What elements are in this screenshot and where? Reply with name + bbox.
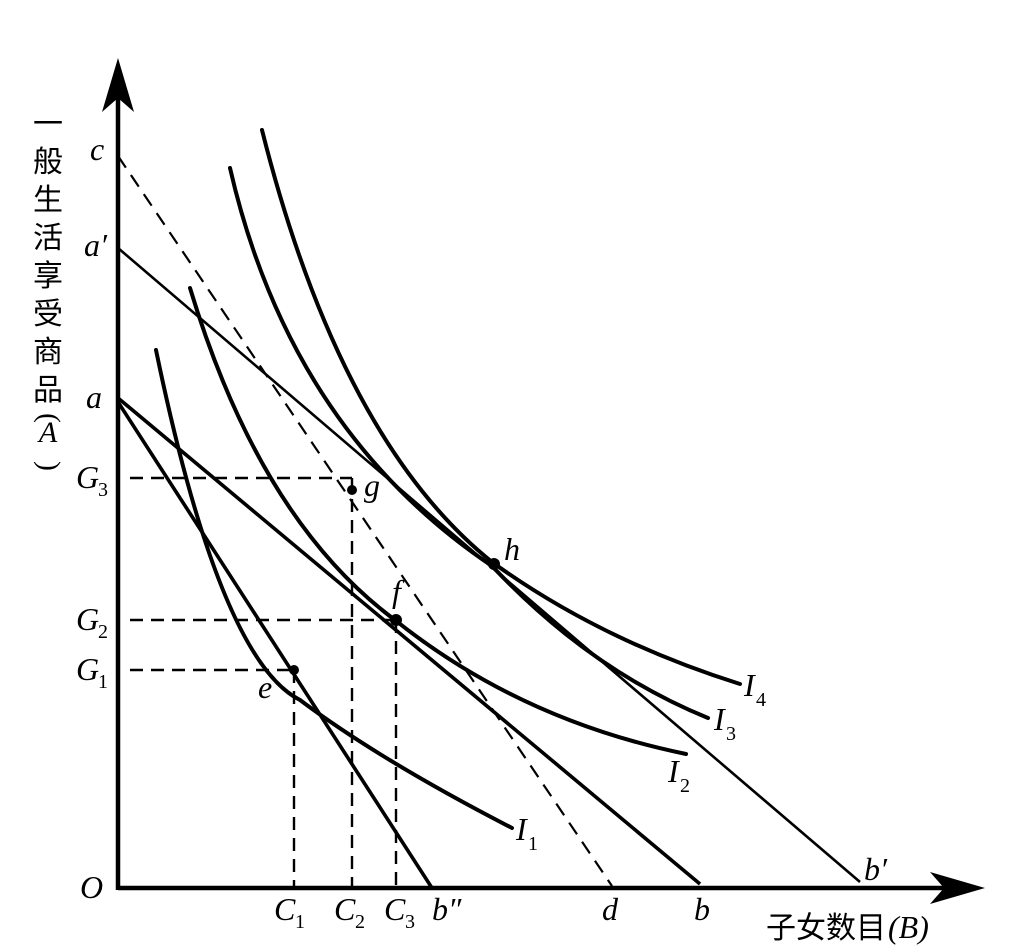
x-tick-b-double-prime: b″ <box>432 891 462 927</box>
indifference-curve-I3 <box>228 166 710 720</box>
curve-I3-label: I <box>713 701 726 737</box>
point-g-label: g <box>364 467 380 503</box>
y-tick-c: c <box>90 131 104 167</box>
y-tick-G3: G <box>76 459 99 495</box>
y-label-char: 品 <box>33 373 63 408</box>
point-h-label: h <box>504 531 520 567</box>
x-tick-d: d <box>602 891 619 927</box>
point-f-marker <box>390 614 402 626</box>
curve-I2-sub: 2 <box>680 775 690 797</box>
point-g-marker <box>347 485 357 495</box>
y-tick-G2: G <box>76 601 99 637</box>
x-tick-C2-sub: 2 <box>355 911 365 933</box>
indifference-curve-I1 <box>154 348 514 830</box>
y-label-char: 活 <box>33 221 63 256</box>
point-e-marker <box>289 665 299 675</box>
point-h-marker <box>488 558 500 570</box>
x-tick-b: b <box>694 891 710 927</box>
y-label-char: 受 <box>33 297 63 332</box>
x-tick-C2: C <box>334 891 356 927</box>
x-tick-C1-sub: 1 <box>295 911 305 933</box>
y-label-paren-close: ) <box>33 461 66 471</box>
y-tick-G2-sub: 2 <box>98 621 108 643</box>
y-tick-a: a <box>86 379 102 415</box>
y-label-var: A <box>37 416 58 449</box>
curve-I1-sub: 1 <box>528 833 538 855</box>
y-label-paren-open: ( <box>33 413 66 423</box>
x-tick-b-prime: b′ <box>864 851 888 887</box>
curve-I4-sub: 4 <box>756 689 766 711</box>
x-tick-C3: C <box>384 891 406 927</box>
y-tick-G1: G <box>76 651 99 687</box>
curve-I1-label: I <box>515 811 528 847</box>
x-axis-label-var: (B) <box>888 909 929 945</box>
origin-label: O <box>80 869 103 905</box>
y-tick-a-prime: a′ <box>84 227 108 263</box>
y-label-char: 生 <box>33 183 63 218</box>
y-tick-G3-sub: 3 <box>98 479 108 501</box>
y-label-char: 享 <box>33 259 63 294</box>
budget-line-c-d-dashed <box>117 155 613 887</box>
curve-I4-label: I <box>743 667 756 703</box>
point-e-label: e <box>258 669 272 705</box>
y-label-char: 商 <box>33 335 63 370</box>
x-tick-C3-sub: 3 <box>405 911 415 933</box>
indifference-curve-I4 <box>260 128 742 686</box>
y-label-char: 一 <box>33 107 63 142</box>
y-axis-arrow <box>102 58 134 112</box>
x-tick-C1: C <box>274 891 296 927</box>
y-label-char: 般 <box>33 145 63 180</box>
x-axis-label: 子女数目 <box>766 911 886 946</box>
x-axis-arrow <box>930 872 985 904</box>
budget-line-a-b-double-prime <box>116 401 434 889</box>
y-axis-label: 一 般 生 活 享 受 商 品 ( A ) <box>33 107 66 471</box>
curve-I3-sub: 3 <box>726 723 736 745</box>
y-tick-G1-sub: 1 <box>98 671 108 693</box>
curve-I2-label: I <box>667 753 680 789</box>
